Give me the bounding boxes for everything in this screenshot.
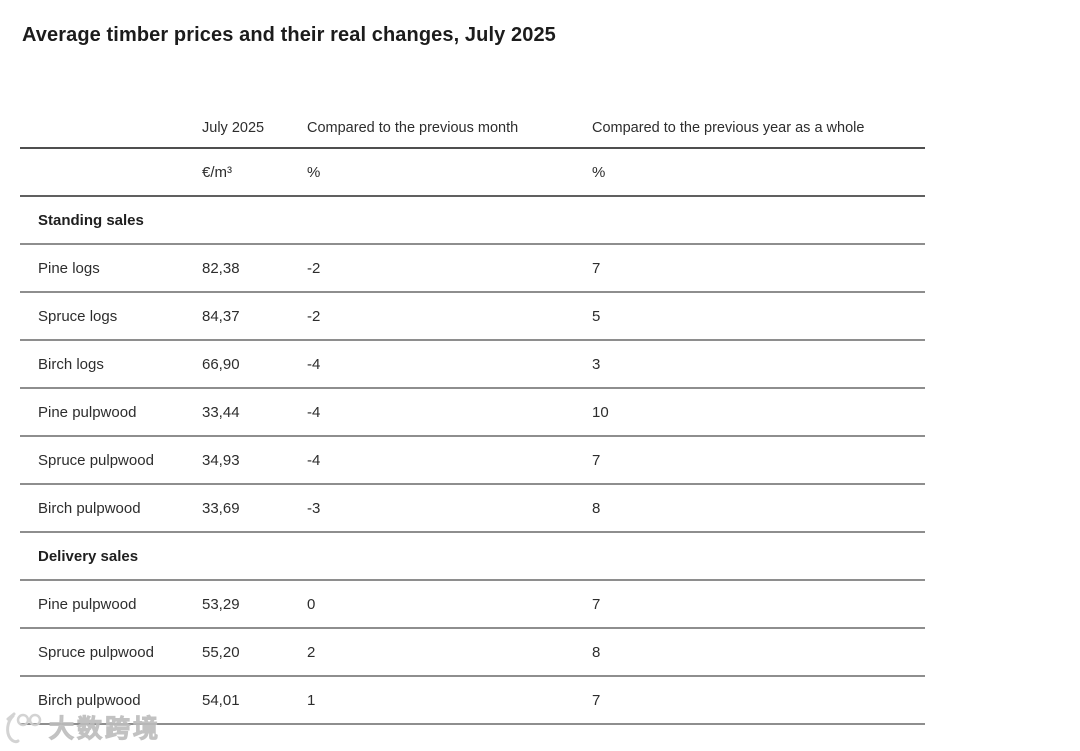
table-row: Pine logs 82,38 -2 7 bbox=[20, 244, 925, 293]
year-change-value: 10 bbox=[592, 388, 925, 437]
table-row: Pine pulpwood 33,44 -4 10 bbox=[20, 388, 925, 437]
unit-empty bbox=[20, 148, 202, 197]
price-value: 82,38 bbox=[202, 244, 307, 293]
column-header-empty bbox=[20, 100, 202, 149]
month-change-value: -4 bbox=[307, 340, 592, 389]
page-title: Average timber prices and their real cha… bbox=[22, 24, 556, 46]
table-row: Spruce pulpwood 34,93 -4 7 bbox=[20, 436, 925, 485]
section-row-delivery-sales: Delivery sales bbox=[20, 532, 925, 581]
row-label: Birch pulpwood bbox=[20, 484, 202, 533]
table-row: Spruce pulpwood 55,20 2 8 bbox=[20, 628, 925, 677]
month-change-value: -4 bbox=[307, 436, 592, 485]
price-value: 53,29 bbox=[202, 580, 307, 629]
unit-percent-month: % bbox=[307, 148, 592, 197]
column-header-previous-month: Compared to the previous month bbox=[307, 100, 592, 149]
unit-percent-year: % bbox=[592, 148, 925, 197]
price-value: 84,37 bbox=[202, 292, 307, 341]
month-change-value: -2 bbox=[307, 244, 592, 293]
section-label: Standing sales bbox=[20, 196, 925, 245]
unit-header-row: €/m³ % % bbox=[20, 148, 925, 197]
row-label: Pine pulpwood bbox=[20, 580, 202, 629]
month-change-value: -4 bbox=[307, 388, 592, 437]
table-row: Birch logs 66,90 -4 3 bbox=[20, 340, 925, 389]
table-row: Birch pulpwood 33,69 -3 8 bbox=[20, 484, 925, 533]
year-change-value: 8 bbox=[592, 628, 925, 677]
month-change-value: -2 bbox=[307, 292, 592, 341]
section-label: Delivery sales bbox=[20, 532, 925, 581]
row-label: Spruce pulpwood bbox=[20, 436, 202, 485]
year-change-value: 7 bbox=[592, 676, 925, 725]
column-header-july-2025: July 2025 bbox=[202, 100, 307, 149]
column-header-previous-year: Compared to the previous year as a whole bbox=[592, 100, 925, 149]
row-label: Spruce pulpwood bbox=[20, 628, 202, 677]
watermark-text: 大数跨境 bbox=[48, 714, 162, 743]
price-value: 33,44 bbox=[202, 388, 307, 437]
year-change-value: 5 bbox=[592, 292, 925, 341]
column-header-row: July 2025 Compared to the previous month… bbox=[20, 100, 925, 149]
price-value: 33,69 bbox=[202, 484, 307, 533]
table-row: Spruce logs 84,37 -2 5 bbox=[20, 292, 925, 341]
timber-price-table: July 2025 Compared to the previous month… bbox=[20, 100, 925, 725]
row-label: Birch pulpwood bbox=[20, 676, 202, 725]
year-change-value: 3 bbox=[592, 340, 925, 389]
row-label: Birch logs bbox=[20, 340, 202, 389]
unit-eur-per-m3: €/m³ bbox=[202, 148, 307, 197]
table-row: Pine pulpwood 53,29 0 7 bbox=[20, 580, 925, 629]
month-change-value: 1 bbox=[307, 676, 592, 725]
table-row: Birch pulpwood 54,01 1 7 bbox=[20, 676, 925, 725]
year-change-value: 7 bbox=[592, 244, 925, 293]
month-change-value: 0 bbox=[307, 580, 592, 629]
year-change-value: 7 bbox=[592, 580, 925, 629]
month-change-value: 2 bbox=[307, 628, 592, 677]
watermark-100-logo-icon bbox=[6, 712, 42, 744]
watermark: 大数跨境 bbox=[2, 712, 161, 746]
month-change-value: -3 bbox=[307, 484, 592, 533]
price-value: 55,20 bbox=[202, 628, 307, 677]
row-label: Spruce logs bbox=[20, 292, 202, 341]
year-change-value: 8 bbox=[592, 484, 925, 533]
price-value: 34,93 bbox=[202, 436, 307, 485]
year-change-value: 7 bbox=[592, 436, 925, 485]
price-value: 54,01 bbox=[202, 676, 307, 725]
row-label: Pine logs bbox=[20, 244, 202, 293]
section-row-standing-sales: Standing sales bbox=[20, 196, 925, 245]
row-label: Pine pulpwood bbox=[20, 388, 202, 437]
price-value: 66,90 bbox=[202, 340, 307, 389]
